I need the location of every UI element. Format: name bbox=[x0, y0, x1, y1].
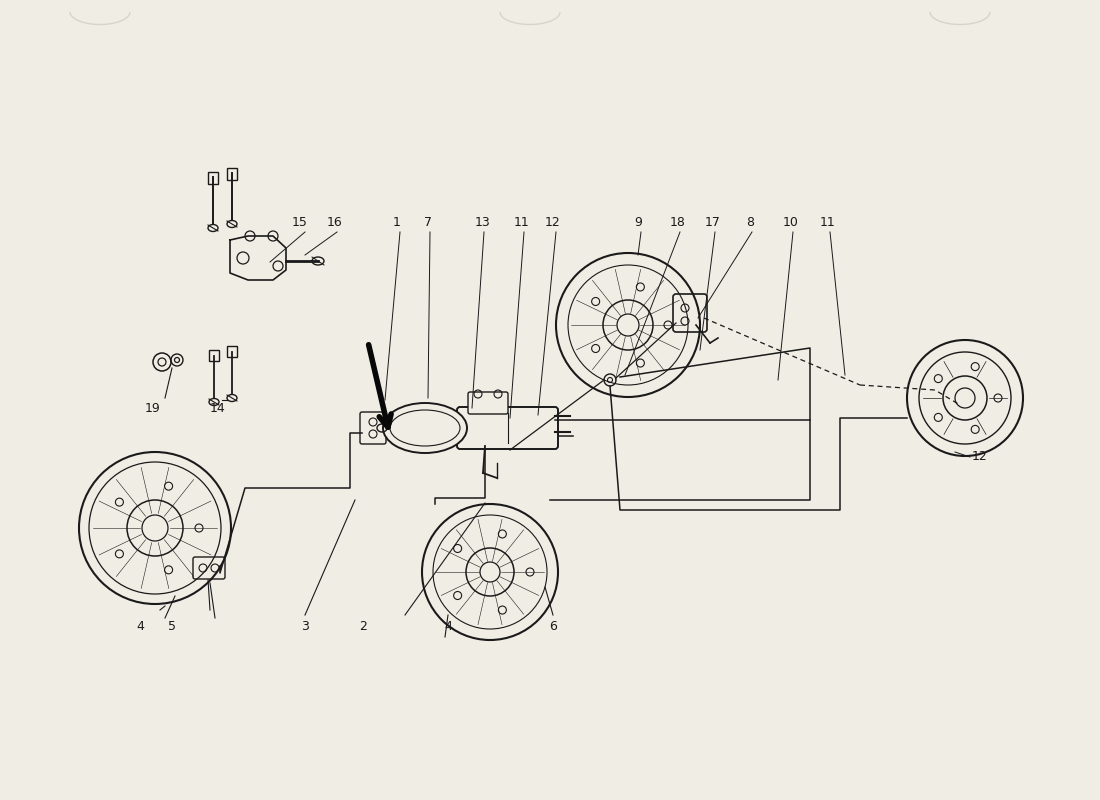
Text: 19: 19 bbox=[145, 402, 161, 414]
Text: 1: 1 bbox=[393, 215, 400, 229]
FancyBboxPatch shape bbox=[209, 350, 219, 361]
Text: 18: 18 bbox=[670, 215, 686, 229]
Text: 3: 3 bbox=[301, 621, 309, 634]
FancyBboxPatch shape bbox=[18, 12, 1082, 780]
Text: 13: 13 bbox=[475, 215, 491, 229]
Text: 11: 11 bbox=[821, 215, 836, 229]
Text: 5: 5 bbox=[168, 621, 176, 634]
Ellipse shape bbox=[383, 403, 468, 453]
Text: 12: 12 bbox=[972, 450, 988, 463]
Text: 7: 7 bbox=[424, 215, 432, 229]
Text: 4: 4 bbox=[136, 621, 144, 634]
FancyBboxPatch shape bbox=[673, 294, 707, 332]
Text: 14: 14 bbox=[210, 402, 225, 414]
Text: 16: 16 bbox=[327, 215, 343, 229]
Text: 15: 15 bbox=[293, 215, 308, 229]
Text: 10: 10 bbox=[783, 215, 799, 229]
Polygon shape bbox=[230, 236, 286, 280]
Text: 4: 4 bbox=[444, 621, 452, 634]
Text: 2: 2 bbox=[359, 621, 367, 634]
Text: 11: 11 bbox=[514, 215, 530, 229]
Text: 9: 9 bbox=[634, 215, 642, 229]
Text: 8: 8 bbox=[746, 215, 754, 229]
FancyBboxPatch shape bbox=[360, 412, 386, 444]
FancyBboxPatch shape bbox=[192, 557, 226, 579]
FancyBboxPatch shape bbox=[227, 346, 236, 357]
FancyBboxPatch shape bbox=[468, 392, 508, 414]
FancyBboxPatch shape bbox=[227, 168, 236, 180]
FancyBboxPatch shape bbox=[208, 172, 218, 184]
Text: 12: 12 bbox=[546, 215, 561, 229]
Text: 17: 17 bbox=[705, 215, 720, 229]
FancyBboxPatch shape bbox=[456, 407, 558, 449]
Text: 6: 6 bbox=[549, 621, 557, 634]
